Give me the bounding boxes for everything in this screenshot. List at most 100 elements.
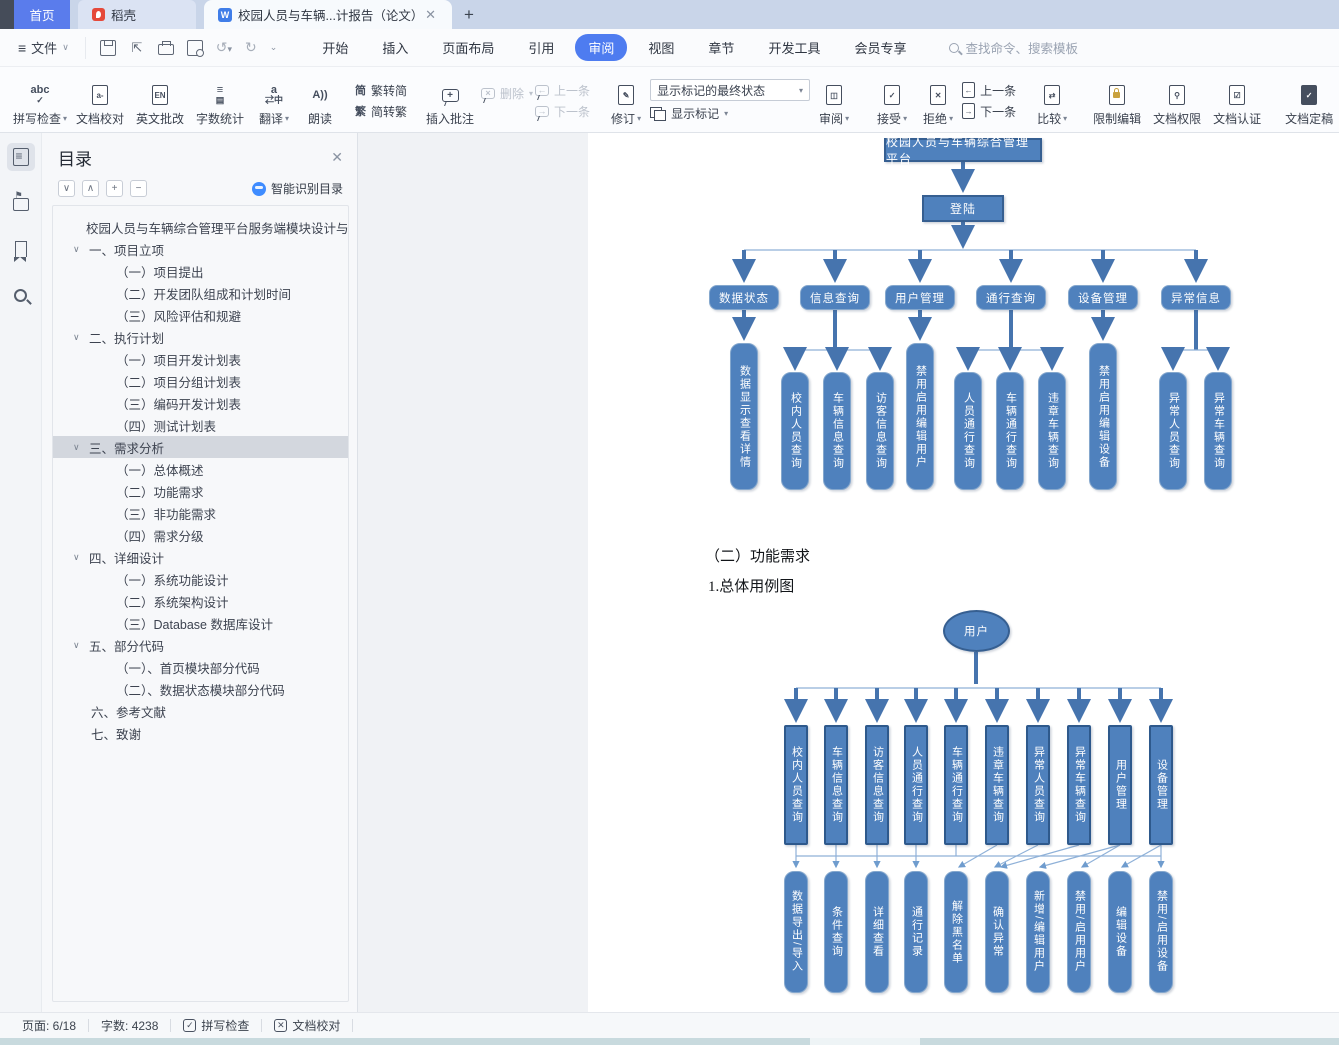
toc-item[interactable]: （三）非功能需求 <box>53 502 348 524</box>
print-preview-icon[interactable] <box>186 39 204 57</box>
export-icon[interactable]: ⇱ <box>131 39 143 55</box>
tab-document[interactable]: W 校园人员与车辆...计报告（论文） ✕ <box>204 0 452 29</box>
tab-home[interactable]: 首页 <box>14 0 70 29</box>
delete-comment-button[interactable]: × 删除 ▾ <box>481 85 533 102</box>
diagram2-actor: 用户 <box>943 610 1010 652</box>
toc-item[interactable]: （一）总体概述 <box>53 458 348 480</box>
toc-item[interactable]: 校园人员与车辆综合管理平台服务端模块设计与 ... <box>53 216 348 238</box>
proofread-button[interactable]: a- 文档校对 <box>71 71 129 130</box>
toc-item[interactable]: ∨ 二、执行计划 <box>53 326 348 348</box>
toc-item[interactable]: （二）系统架构设计 <box>53 590 348 612</box>
menu-item-审阅[interactable]: 审阅 <box>575 34 628 61</box>
menu-item-开发工具[interactable]: 开发工具 <box>768 41 821 56</box>
file-menu-button[interactable]: ≡ 文件 ∨ <box>0 38 79 57</box>
diagram2-usecase: 异常车辆查询 <box>1067 725 1091 845</box>
smart-recognize-toc-button[interactable]: 智能识别目录 <box>251 180 343 197</box>
expand-all-button[interactable]: + <box>106 180 123 197</box>
chevron-down-icon[interactable]: ∨ <box>73 243 80 254</box>
toc-item[interactable]: 七、致谢 <box>53 722 348 744</box>
proofread-icon: a- <box>92 85 108 105</box>
prev-change-button[interactable]: ← 上一条 <box>962 82 1016 99</box>
doc-final-button[interactable]: ✓ 文档定稿 <box>1280 71 1338 130</box>
track-changes-button[interactable]: ✎ 修订 ▾ <box>604 71 648 130</box>
chevron-down-icon[interactable]: ∨ <box>73 441 80 452</box>
toc-item[interactable]: （二）开发团队组成和计划时间 <box>53 282 348 304</box>
markup-state-select[interactable]: 显示标记的最终状态 ▾ <box>650 79 811 101</box>
toc-item[interactable]: ∨ 四、详细设计 <box>53 546 348 568</box>
prev-comment-button[interactable]: ← 上一条 <box>535 82 590 99</box>
reject-button[interactable]: ✕ 拒绝 ▾ <box>916 71 960 130</box>
toc-item[interactable]: （一）系统功能设计 <box>53 568 348 590</box>
menu-item-页面布局[interactable]: 页面布局 <box>442 41 495 56</box>
toc-item[interactable]: （四）测试计划表 <box>53 414 348 436</box>
translate-button[interactable]: a ⇄中 翻译 ▾ <box>258 84 290 127</box>
toc-item[interactable]: （二）功能需求 <box>53 480 348 502</box>
undo-icon[interactable]: ↺▾ <box>215 39 233 55</box>
toc-item[interactable]: （二）项目分组计划表 <box>53 370 348 392</box>
toc-item[interactable]: （三）Database 数据库设计 <box>53 612 348 634</box>
toc-item[interactable]: （四）需求分级 <box>53 524 348 546</box>
toc-item[interactable]: （一）项目开发计划表 <box>53 348 348 370</box>
accept-button[interactable]: ✓ 接受 ▾ <box>870 71 914 130</box>
doc-permission-button[interactable]: ⚲ 文档权限 <box>1148 71 1206 130</box>
chevron-down-icon[interactable]: ∨ <box>73 331 80 342</box>
chevron-down-icon[interactable]: ∨ <box>73 551 80 562</box>
word-count-indicator[interactable]: 字数: 4238 <box>101 1019 159 1033</box>
review-pane-button[interactable]: ◫ 审阅 ▾ <box>812 71 856 130</box>
menu-item-引用[interactable]: 引用 <box>528 41 555 56</box>
toc-item[interactable]: （二）、数据状态模块部分代码 <box>53 678 348 700</box>
show-markup-button[interactable]: 显示标记 ▾ <box>650 105 810 122</box>
bookmark-panel-button[interactable] <box>7 235 35 263</box>
document-page[interactable]: 校园人员与车辆综合管理平台 登陆 数据状态 数据显示查看详情 信息查询 校内人员查询 车辆信… <box>588 133 1339 1012</box>
toc-item[interactable]: 六、参考文献 <box>53 700 348 722</box>
new-tab-button[interactable]: + <box>452 0 486 29</box>
trad-to-simp-button[interactable]: 简繁转简 <box>355 83 408 98</box>
menu-item-会员专享[interactable]: 会员专享 <box>854 41 907 56</box>
page-indicator[interactable]: 页面: 6/18 <box>22 1019 77 1033</box>
menu-item-视图[interactable]: 视图 <box>648 41 675 56</box>
command-search[interactable]: 查找命令、搜索模板 <box>949 38 1078 57</box>
read-aloud-button[interactable]: A)) 朗读 <box>307 88 332 126</box>
toc-item[interactable]: （一）、首页模块部分代码 <box>53 656 348 678</box>
search-panel-button[interactable] <box>7 281 35 309</box>
spellcheck-toggle[interactable]: ✓ 拼写检查 <box>171 1017 261 1034</box>
simp-to-trad-button[interactable]: 繁简转繁 <box>355 104 408 119</box>
next-comment-button[interactable]: → 下一条 <box>535 103 590 120</box>
tab-docer[interactable]: 稻壳 <box>78 0 196 29</box>
print-icon[interactable] <box>157 40 174 55</box>
toc-panel-button[interactable] <box>6 143 35 171</box>
compare-button[interactable]: ⇄ 比较 ▾ <box>1030 71 1074 130</box>
sub-heading: 1.总体用例图 <box>708 579 795 595</box>
menu-item-章节[interactable]: 章节 <box>708 41 735 56</box>
diagram1-group: 设备管理 <box>1068 285 1138 310</box>
redo-icon[interactable]: ↻ <box>245 39 257 55</box>
menu-item-插入[interactable]: 插入 <box>382 41 409 56</box>
toc-item[interactable]: （三）编码开发计划表 <box>53 392 348 414</box>
diagram1-child: 车辆通行查询 <box>996 372 1024 490</box>
menu-item-开始[interactable]: 开始 <box>322 41 349 56</box>
tab-close-icon[interactable]: ✕ <box>425 6 436 22</box>
chevron-down-icon[interactable]: ∨ <box>73 639 80 650</box>
more-commands-icon[interactable]: ⌄ <box>269 42 278 52</box>
proofread-toggle[interactable]: ✕ 文档校对 <box>262 1017 352 1034</box>
toc-item[interactable]: （三）风险评估和规避 <box>53 304 348 326</box>
toc-item[interactable]: ∨ 一、项目立项 <box>53 238 348 260</box>
word-count-button[interactable]: ≡ ▤ 字数统计 <box>195 84 244 127</box>
restrict-edit-button[interactable]: 限制编辑 <box>1088 71 1146 130</box>
read-aloud-icon: A)) <box>312 88 328 101</box>
diagram2-usecase: 人员通行查询 <box>904 725 928 845</box>
save-icon[interactable] <box>99 39 116 56</box>
toc-item[interactable]: （一）项目提出 <box>53 260 348 282</box>
collapse-up-button[interactable]: ∧ <box>82 180 99 197</box>
english-correct-button[interactable]: EN 英文批改 <box>131 71 189 130</box>
insert-comment-button[interactable]: + 插入批注 <box>426 88 475 126</box>
next-change-button[interactable]: → 下一条 <box>962 103 1016 120</box>
close-icon[interactable]: ✕ <box>331 149 343 165</box>
toc-item[interactable]: ∨ 三、需求分析 <box>53 436 348 458</box>
spellcheck-button[interactable]: abc ✓ 拼写检查 ▾ <box>12 84 68 127</box>
toc-item[interactable]: ∨ 五、部分代码 <box>53 634 348 656</box>
comments-panel-button[interactable] <box>7 189 35 217</box>
doc-auth-button[interactable]: ☑ 文档认证 <box>1208 71 1266 130</box>
collapse-all-button[interactable]: − <box>130 180 147 197</box>
expand-down-button[interactable]: ∨ <box>58 180 75 197</box>
